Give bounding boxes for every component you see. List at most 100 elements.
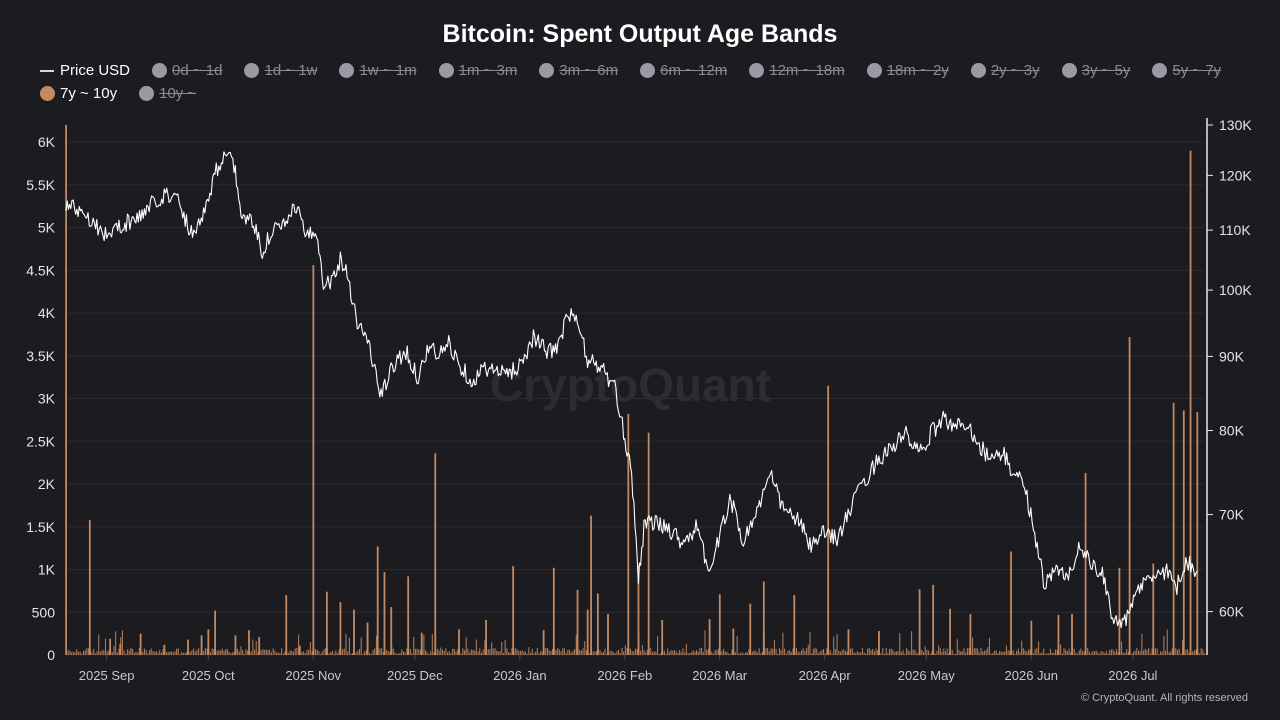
band-bar (550, 651, 552, 655)
band-bar (469, 652, 471, 655)
band-spike-bar (1182, 410, 1185, 655)
band-bar (707, 648, 709, 655)
band-bar (101, 650, 103, 655)
band-spike-bar (1152, 563, 1155, 655)
band-bar (602, 651, 604, 655)
band-bar (804, 651, 806, 655)
legend-item-1m-3m[interactable]: 1m ~ 3m (438, 60, 517, 81)
band-bar (250, 651, 252, 655)
band-bar (646, 649, 648, 655)
legend-item-3y-5y[interactable]: 3y ~ 5y (1061, 60, 1131, 81)
band-bar (294, 648, 296, 655)
band-bar (814, 647, 816, 655)
band-bar (133, 652, 135, 655)
band-bar (1143, 650, 1145, 655)
band-bar (657, 636, 659, 655)
band-bar (521, 650, 523, 655)
legend-item-7y-10y[interactable]: 7y ~ 10y (40, 83, 117, 104)
band-bar (1176, 649, 1179, 655)
band-bar (563, 648, 565, 655)
legend-item-1w-1m[interactable]: 1w ~ 1m (339, 60, 417, 81)
band-spike-bar (1071, 613, 1073, 655)
band-bar (736, 636, 738, 655)
band-bar (936, 650, 938, 655)
band-bar (496, 650, 498, 655)
band-spike-bar (119, 643, 122, 655)
band-bar (1026, 651, 1028, 655)
band-bar (1180, 653, 1182, 655)
legend-item-0d-1d[interactable]: 0d ~ 1d (152, 60, 222, 81)
band-spike-bar (627, 413, 630, 655)
band-spike-bar (1196, 412, 1199, 655)
band-bar (489, 649, 491, 655)
legend-label: 3y ~ 5y (1081, 62, 1131, 79)
band-bar (1009, 650, 1011, 655)
band-bar (641, 644, 643, 655)
band-bar (653, 651, 655, 655)
band-spike-bar (458, 629, 460, 655)
band-spike-bar (718, 594, 721, 655)
band-bar (1017, 648, 1019, 655)
band-spike-bar (1172, 402, 1175, 655)
band-bar (189, 651, 191, 655)
band-bar (636, 649, 638, 655)
legend-item-10y[interactable]: 10y ~ (139, 83, 196, 104)
legend-item-6m-12m[interactable]: 6m ~ 12m (640, 60, 727, 81)
legend-item-18m-2y[interactable]: 18m ~ 2y (866, 60, 949, 81)
left-axis: 0 500 1K 1.5K 2K 2.5K 3K 3.5K 4K 4.5K 5K 5.5K 6K (26, 134, 55, 663)
band-bar (1107, 653, 1109, 655)
legend-label: 5y ~ 7y (1172, 62, 1222, 79)
band-bar (635, 648, 637, 655)
legend-item-12m-18m[interactable]: 12m ~ 18m (749, 60, 845, 81)
band-bar (104, 638, 107, 655)
band-bar (507, 651, 510, 655)
band-bar (148, 650, 151, 655)
band-bar (690, 652, 692, 655)
band-bar (1038, 641, 1040, 655)
x-axis-tick-label: 2026 May (898, 668, 956, 683)
band-bar (479, 648, 481, 655)
band-bar (1022, 648, 1024, 655)
right-axis-tick-label: 90K (1219, 348, 1245, 364)
band-bar (516, 649, 518, 655)
band-bar (838, 650, 840, 655)
legend-item-price-usd[interactable]: Price USD (40, 60, 130, 81)
band-spike-bar (312, 265, 315, 655)
band-bar (1114, 651, 1116, 655)
band-bar (155, 650, 157, 655)
band-bar (370, 653, 372, 655)
right-axis-tick-label: 120K (1219, 167, 1252, 183)
band-bar (320, 653, 322, 655)
band-bar (304, 653, 306, 655)
band-bar (621, 647, 623, 655)
band-bar (778, 647, 781, 655)
band-bar (816, 648, 818, 655)
legend-item-3m-6m[interactable]: 3m ~ 6m (539, 60, 618, 81)
band-bar (447, 652, 449, 655)
band-bar (357, 650, 359, 655)
band-bar (325, 648, 327, 655)
band-bar (582, 648, 584, 655)
price-series (65, 151, 1198, 629)
band-bar (303, 651, 305, 655)
legend-item-5y-7y[interactable]: 5y ~ 7y (1152, 60, 1221, 81)
legend-item-1d-1w[interactable]: 1d ~ 1w (244, 60, 317, 81)
band-bar (392, 648, 394, 655)
right-axis-tick-label: 70K (1219, 507, 1245, 523)
band-bar (596, 651, 598, 655)
band-bar (541, 652, 543, 655)
band-bar (450, 653, 452, 655)
band-bar (729, 653, 731, 655)
band-spike-bar (1010, 551, 1012, 655)
legend-item-2y-3y[interactable]: 2y ~ 3y (970, 60, 1040, 81)
band-bar (72, 651, 74, 655)
band-bar (867, 648, 869, 655)
band-bar (1178, 648, 1180, 655)
band-bar (465, 637, 467, 655)
band-bar (484, 640, 486, 655)
band-spike-bar (607, 613, 609, 655)
band-bar (584, 641, 586, 655)
band-spike-bar (1189, 150, 1192, 656)
legend-dot-marker (749, 63, 765, 78)
band-bar (298, 634, 300, 655)
